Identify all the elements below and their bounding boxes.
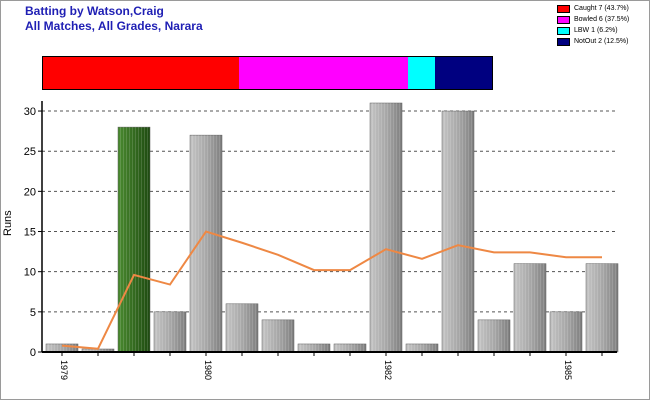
legend-label-notout: NotOut 2 (12.5%) — [574, 38, 629, 45]
bar-texture — [442, 111, 474, 352]
chart-subtitle: All Matches, All Grades, Narara — [25, 19, 203, 33]
dismissal-segment-bowled — [239, 57, 408, 89]
bar-texture — [514, 263, 546, 352]
legend-swatch-lbw — [557, 27, 570, 35]
bars-layer — [45, 102, 619, 353]
legend-item-notout: NotOut 2 (12.5%) — [555, 37, 647, 47]
bar-texture — [82, 349, 114, 352]
legend-item-lbw: LBW 1 (6.2%) — [555, 26, 647, 36]
legend-swatch-caught — [557, 5, 570, 13]
bar-texture — [298, 343, 330, 352]
legend-label-bowled: Bowled 6 (37.5%) — [574, 16, 630, 23]
x-tick-label: 1985 — [563, 360, 573, 380]
bar-texture — [46, 343, 78, 352]
bar-texture — [262, 319, 294, 352]
legend-swatch-bowled — [557, 16, 570, 24]
bar-texture — [478, 319, 510, 352]
bar-texture — [154, 311, 186, 352]
axes-layer: 0 5 10 15 20 25 30 1979 1980 1982 1985 — [24, 101, 617, 380]
legend: Caught 7 (43.7%) Bowled 6 (37.5%) LBW 1 … — [555, 4, 647, 48]
average-line — [61, 230, 602, 350]
dismissal-breakdown-bar — [42, 56, 493, 90]
y-tick-label: 30 — [24, 106, 36, 118]
legend-swatch-notout — [557, 38, 570, 46]
legend-label-caught: Caught 7 (43.7%) — [574, 5, 629, 12]
x-tick-label: 1980 — [203, 360, 213, 380]
chart-title: Batting by Watson,Craig — [25, 4, 164, 18]
bar-texture — [190, 135, 222, 352]
y-tick-label: 20 — [24, 186, 36, 198]
dismissal-segment-lbw — [407, 57, 436, 89]
y-tick-label: 25 — [24, 146, 36, 158]
y-tick-label: 10 — [24, 267, 36, 279]
legend-label-lbw: LBW 1 (6.2%) — [574, 27, 618, 34]
bar-texture — [550, 311, 582, 352]
y-tick-label: 5 — [30, 307, 36, 319]
legend-item-bowled: Bowled 6 (37.5%) — [555, 15, 647, 25]
y-tick-label: 15 — [24, 227, 36, 239]
dismissal-segment-caught — [43, 57, 240, 89]
bar-texture — [370, 103, 402, 352]
average-line-layer — [61, 230, 602, 350]
legend-item-caught: Caught 7 (43.7%) — [555, 4, 647, 14]
x-tick-label: 1982 — [383, 360, 393, 380]
bar-texture — [226, 303, 258, 352]
bar-texture — [586, 263, 618, 352]
bar-texture — [334, 343, 366, 352]
dismissal-segment-notout — [435, 57, 492, 89]
bar-texture — [406, 343, 438, 352]
bar-texture — [118, 127, 150, 352]
y-tick-label: 0 — [30, 347, 36, 359]
x-tick-label: 1979 — [59, 360, 69, 380]
